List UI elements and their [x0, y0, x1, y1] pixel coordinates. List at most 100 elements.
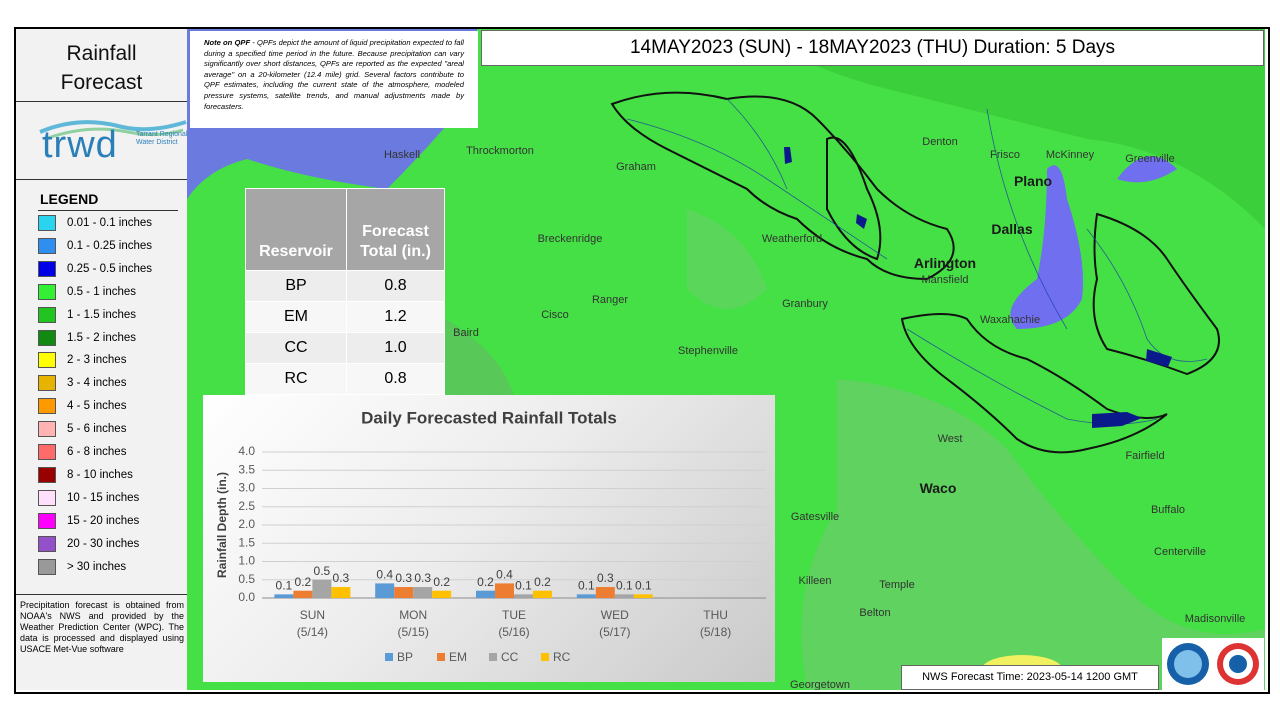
legend-item: > 30 inches: [38, 558, 126, 576]
legend-swatch: [38, 444, 56, 460]
legend-swatch: [38, 329, 56, 346]
legend-label: RC: [553, 650, 571, 664]
city-label: Arlington: [914, 255, 976, 271]
table-cell: 0.8: [346, 270, 445, 302]
legend-label: BP: [397, 650, 413, 664]
city-label: Killeen: [798, 575, 831, 587]
table-cell: 1.0: [346, 332, 445, 364]
bar: [533, 590, 552, 598]
legend-label: 2 - 3 inches: [67, 354, 127, 367]
divider: [16, 101, 187, 102]
logo-org: Tarrant Regional Water District: [136, 131, 188, 146]
bar: [614, 594, 634, 598]
city-label: Haskell: [384, 149, 420, 161]
data-label: 0.1: [635, 579, 652, 593]
legend-swatch: [38, 535, 56, 552]
legend-swatch: [489, 653, 497, 661]
legend-item: 20 - 30 inches: [38, 535, 139, 553]
bar: [514, 594, 533, 598]
qpf-note-text: - QPFs depict the amount of liquid preci…: [204, 38, 464, 111]
header-title: 14MAY2023 (SUN) - 18MAY2023 (THU) Durati…: [481, 30, 1264, 66]
city-label: Greenville: [1125, 153, 1175, 165]
legend-label: 8 - 10 inches: [67, 468, 133, 481]
data-label: 0.5: [314, 564, 331, 578]
legend-item: 0.01 - 0.1 inches: [38, 214, 152, 232]
legend-swatch: [38, 512, 56, 529]
city-label: Cisco: [541, 309, 569, 321]
legend-item: 5 - 6 inches: [38, 420, 126, 438]
city-label: Ranger: [592, 294, 628, 306]
table-cell: CC: [245, 332, 347, 364]
bar: [633, 594, 653, 598]
legend-label: 0.5 - 1 inches: [67, 285, 137, 298]
city-label: Graham: [616, 161, 656, 173]
legend-swatch: [38, 352, 56, 369]
legend-label: > 30 inches: [67, 560, 127, 573]
legend-item: 0.25 - 0.5 inches: [38, 260, 152, 278]
data-label: 0.1: [515, 579, 532, 593]
legend-swatch: [38, 260, 56, 277]
y-tick-label: 4.0: [238, 444, 255, 458]
legend-label: 1 - 1.5 inches: [67, 308, 137, 321]
bar: [375, 583, 395, 598]
y-axis-label: Rainfall Depth (in.): [215, 472, 229, 578]
reservoirs: [784, 147, 1172, 428]
bar: [476, 590, 495, 598]
y-tick-label: 0.0: [238, 590, 255, 604]
legend-swatch: [38, 237, 56, 254]
data-label: 0.3: [395, 571, 412, 585]
legend-label: 5 - 6 inches: [67, 423, 127, 436]
logo-name: trwd: [42, 124, 118, 166]
x-tick-label: SUN (5/14): [296, 608, 329, 639]
y-tick-label: 2.5: [238, 499, 255, 513]
legend-item: 10 - 15 inches: [38, 489, 139, 507]
legend-title: LEGEND: [40, 191, 99, 207]
legend-swatch: [38, 466, 56, 483]
sidebar-title: Rainfall Forecast: [60, 42, 143, 94]
legend-item: 0.1 - 0.25 inches: [38, 237, 152, 255]
rain-area: [801, 379, 1265, 690]
rain-area: [1010, 165, 1083, 329]
table-row: BP 0.8: [245, 270, 445, 302]
legend-label: CC: [501, 650, 519, 664]
y-tick-label: 2.0: [238, 517, 255, 531]
chart-title: Daily Forecasted Rainfall Totals: [361, 408, 617, 427]
city-label: Weatherford: [762, 233, 822, 245]
table-cell: EM: [245, 301, 347, 333]
city-label: Breckenridge: [538, 233, 603, 245]
legend-label: 3 - 4 inches: [67, 377, 127, 390]
qpf-note-lead: Note on QPF: [204, 38, 251, 47]
divider: [38, 210, 178, 211]
city-label: Throckmorton: [466, 145, 534, 157]
table-row: RC 0.8: [245, 363, 445, 395]
city-label: Belton: [859, 607, 890, 619]
legend-item: 4 - 5 inches: [38, 397, 126, 415]
data-label: 0.3: [414, 571, 431, 585]
divider: [16, 179, 187, 180]
legend-item: 15 - 20 inches: [38, 512, 139, 530]
sidebar: Rainfall Forecast trwd Tarrant Regional …: [16, 29, 187, 690]
city-label: Waco: [920, 480, 957, 496]
data-label: 0.1: [578, 579, 595, 593]
city-label: Waxahachie: [980, 314, 1040, 326]
legend-item: 2 - 3 inches: [38, 351, 126, 369]
legend-label: 0.1 - 0.25 inches: [67, 239, 153, 252]
city-label: Madisonville: [1185, 613, 1246, 625]
legend-swatch: [38, 283, 56, 300]
legend-swatch: [38, 306, 56, 323]
legend-label: 10 - 15 inches: [67, 491, 140, 504]
legend-item: 1 - 1.5 inches: [38, 306, 136, 324]
rain-area: [747, 29, 1265, 229]
legend-item: 1.5 - 2 inches: [38, 329, 136, 347]
legend-swatch: [385, 653, 393, 661]
y-tick-label: 1.0: [238, 554, 255, 568]
data-label: 0.1: [616, 579, 633, 593]
x-tick-label: WED (5/17): [599, 608, 631, 639]
agency-logos: [1162, 638, 1264, 690]
city-label: Centerville: [1154, 546, 1206, 558]
city-label: West: [938, 433, 963, 445]
city-label: Georgetown: [790, 679, 850, 690]
logo-swoosh: [39, 120, 187, 140]
y-tick-label: 3.0: [238, 481, 255, 495]
legend-swatch: [437, 653, 445, 661]
